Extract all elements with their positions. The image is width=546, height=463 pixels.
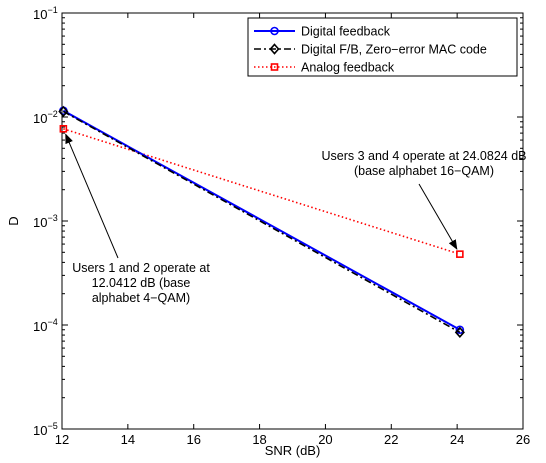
- annotation-arrow: [418, 183, 458, 250]
- y-tick-exponent: −3: [47, 213, 57, 223]
- x-tick-label: 22: [384, 432, 398, 447]
- annotation-text: Users 1 and 2 operate at: [72, 261, 210, 275]
- x-tick-label: 12: [55, 432, 69, 447]
- y-tick-base: 10: [33, 111, 47, 126]
- series-point: [58, 105, 69, 118]
- plot-area: [61, 12, 524, 430]
- x-tick-label: 18: [252, 432, 266, 447]
- x-tick-label: 26: [516, 432, 530, 447]
- annotation-arrow: [65, 133, 119, 259]
- annotation-text: 12.0412 dB (base: [92, 276, 191, 290]
- series-point: [455, 325, 465, 335]
- y-tick-base: 10: [33, 215, 47, 230]
- y-tick-exponent: −5: [47, 421, 57, 431]
- x-axis-label: SNR (dB): [265, 443, 321, 458]
- x-tick-label: 14: [121, 432, 135, 447]
- legend-label: Analog feedback: [301, 61, 395, 75]
- legend-label: Digital feedback: [301, 25, 391, 39]
- x-tick-label: 24: [450, 432, 464, 447]
- y-tick-exponent: −1: [47, 5, 57, 15]
- y-tick-label: 10−4: [33, 317, 58, 334]
- series-line: [62, 109, 461, 331]
- annotation-text: alphabet 4−QAM): [92, 291, 190, 305]
- y-axis-label: D: [6, 216, 21, 225]
- y-tick-base: 10: [33, 319, 47, 334]
- x-tick-label: 16: [186, 432, 200, 447]
- y-tick-label: 10−1: [33, 5, 58, 22]
- series-point: [456, 250, 464, 258]
- y-tick-label: 10−3: [33, 213, 58, 230]
- y-tick-exponent: −2: [47, 109, 57, 119]
- legend-label: Digital F/B, Zero−error MAC code: [301, 43, 487, 57]
- series-line: [62, 110, 461, 334]
- annotation-text: (base alphabet 16−QAM): [354, 164, 494, 178]
- y-tick-base: 10: [33, 7, 47, 22]
- y-tick-label: 10−5: [33, 421, 58, 438]
- series-point: [454, 326, 465, 339]
- legend-swatch-marker: [270, 63, 279, 71]
- series-point: [59, 125, 68, 133]
- x-tick-label: 20: [318, 432, 332, 447]
- y-tick-base: 10: [33, 423, 47, 438]
- legend-swatch-marker: [270, 26, 279, 36]
- series-line: [63, 128, 461, 255]
- y-tick-label: 10−2: [33, 109, 58, 126]
- legend-swatch-marker: [269, 43, 280, 55]
- annotation-text: Users 3 and 4 operate at 24.0824 dB: [321, 149, 526, 163]
- y-tick-exponent: −4: [47, 317, 57, 327]
- legend-box: [247, 17, 518, 77]
